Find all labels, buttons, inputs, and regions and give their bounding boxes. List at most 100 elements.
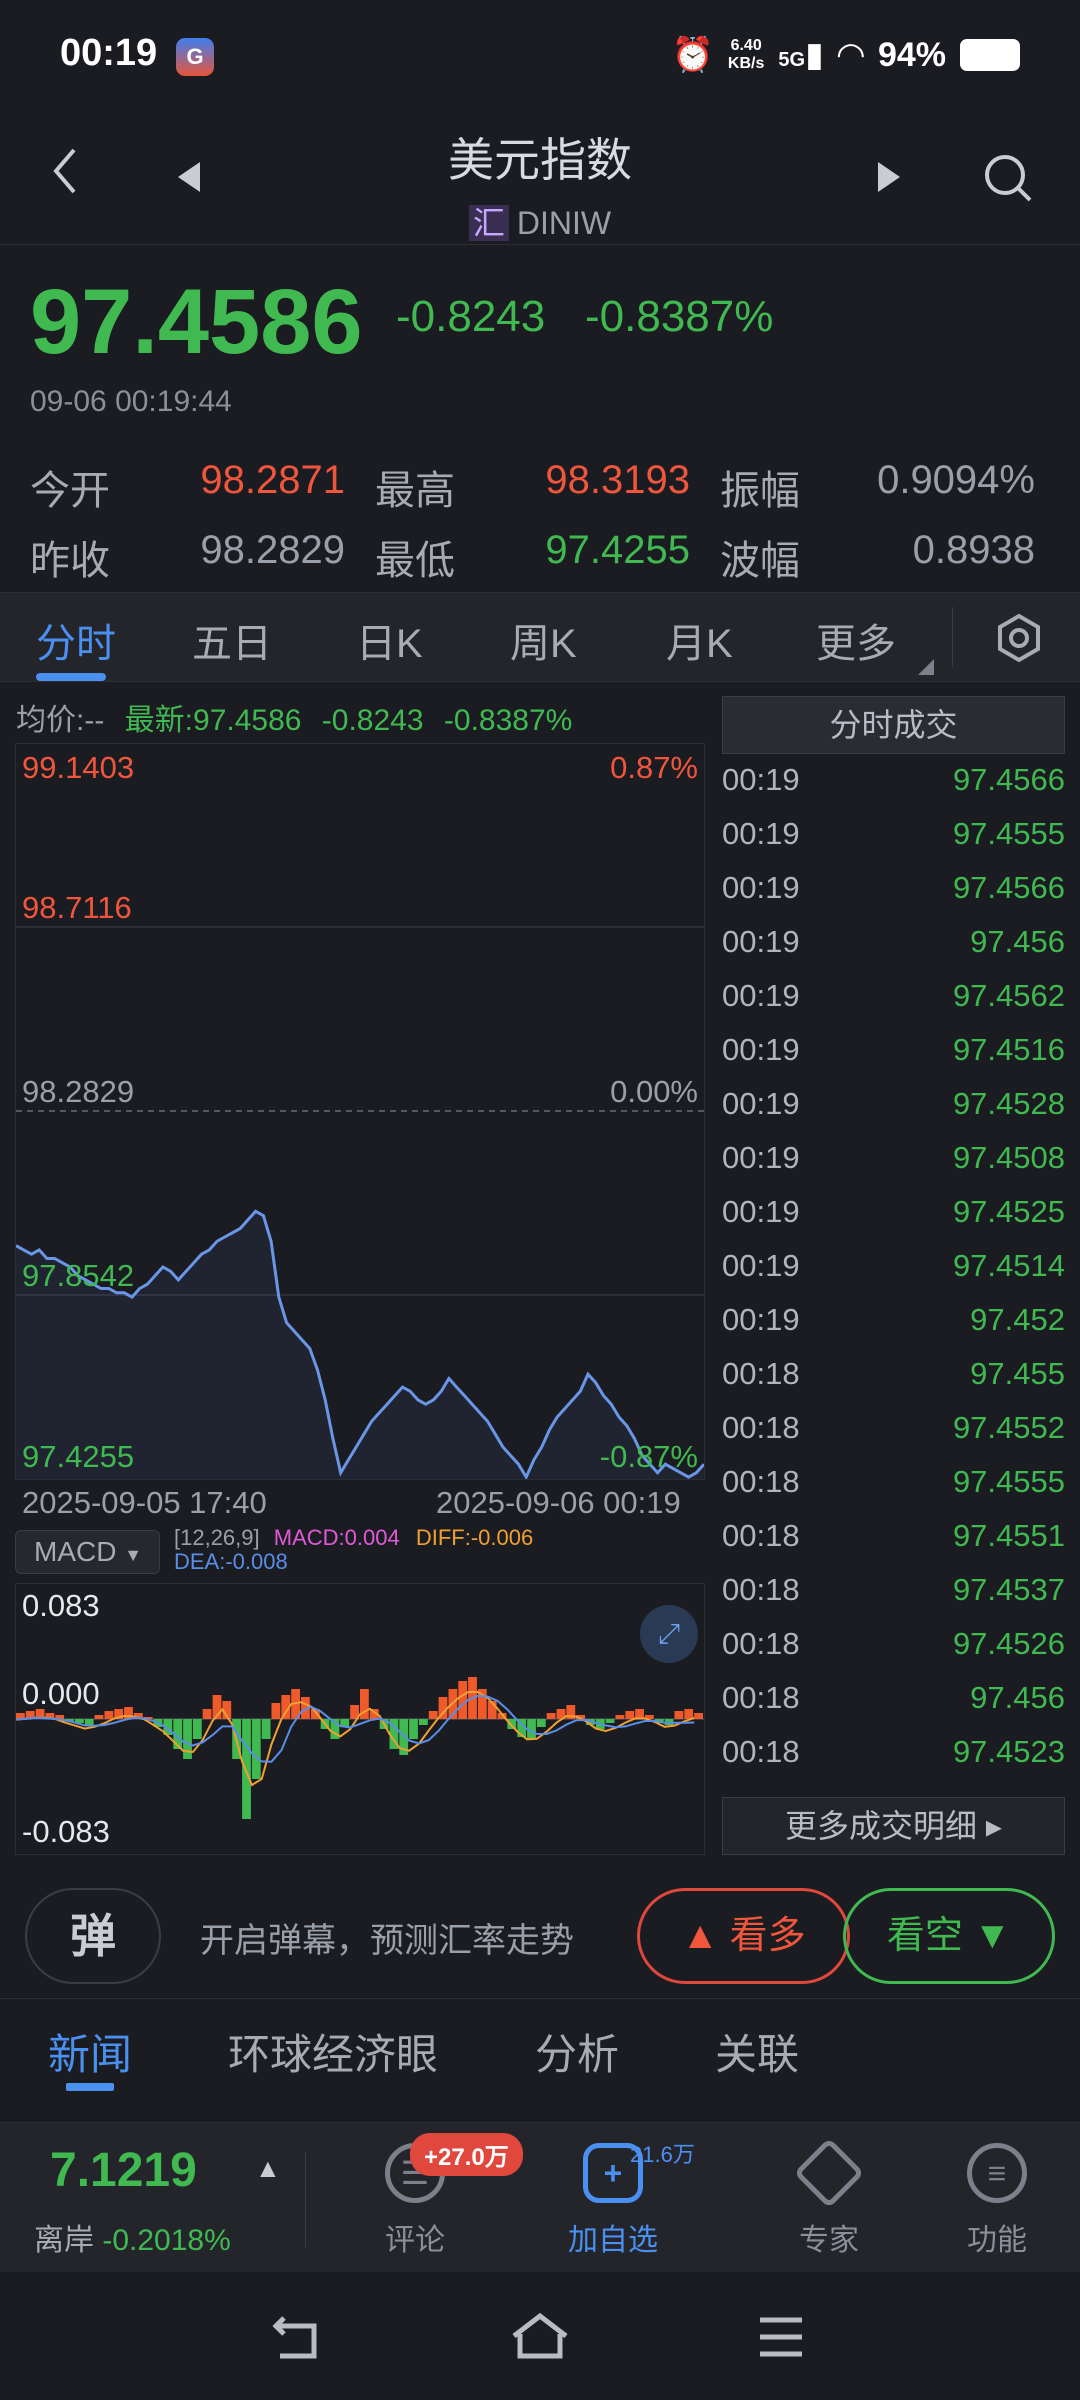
macd-params: [12,26,9]: [174, 1525, 260, 1550]
dea-value: DEA:-0.008: [174, 1549, 288, 1574]
stat-value-prev-close: 98.2829: [200, 528, 345, 572]
nav-function[interactable]: ≡ 功能: [922, 2143, 1072, 2259]
macd-bar: [536, 1719, 546, 1727]
macd-chart-svg: [16, 1677, 704, 1819]
net-speed: 6.40 KB/s: [727, 37, 765, 72]
expand-up-icon[interactable]: ▲: [255, 2153, 281, 2183]
back-icon[interactable]: [50, 146, 80, 207]
danmaku-prompt[interactable]: 开启弹幕，预测汇率走势: [200, 1922, 574, 1960]
bearish-button[interactable]: 看空 ▼: [843, 1888, 1055, 1984]
indicator-select[interactable]: MACD ▼: [15, 1530, 160, 1574]
trade-time: 00:18: [722, 1626, 800, 1661]
macd-bar: [566, 1705, 576, 1719]
y-tick-base-pct: 0.00%: [610, 1074, 698, 1109]
trade-price: 97.4516: [952, 1032, 1065, 1067]
danmaku-toggle-button[interactable]: 弹: [25, 1888, 161, 1984]
bullish-button[interactable]: ▲ 看多: [637, 1888, 850, 1984]
trade-row: 00:19 97.452: [722, 1302, 1065, 1356]
macd-bar: [75, 1719, 84, 1723]
active-news-tab-indicator: [66, 2083, 114, 2091]
trade-time: 00:19: [722, 1248, 800, 1283]
trade-price: 97.4562: [952, 978, 1065, 1013]
macd-bar: [183, 1719, 192, 1759]
trade-price: 97.455: [970, 1356, 1065, 1391]
trade-row: 00:19 97.4516: [722, 1032, 1065, 1086]
tab-intraday[interactable]: 分时: [36, 622, 116, 666]
tab-global-economy[interactable]: 环球经济眼: [228, 2031, 439, 2078]
macd-bar: [271, 1703, 281, 1719]
bottom-bar: 7.1219 ▲ 离岸 -0.2018% ☰ 评论 + 加自选 专家 ≡ 功能 …: [0, 2122, 1080, 2272]
tab-analysis[interactable]: 分析: [535, 2031, 620, 2078]
tab-divider: [952, 607, 953, 667]
diff-line: [16, 1691, 695, 1787]
macd-bar: [55, 1715, 65, 1719]
nav-add-favorite[interactable]: + 加自选: [538, 2143, 688, 2259]
trade-row: 00:18 97.4523: [722, 1734, 1065, 1788]
macd-bar: [261, 1719, 271, 1739]
trade-price: 97.4555: [952, 816, 1065, 851]
nav-expert[interactable]: 专家: [754, 2137, 904, 2259]
tab-related[interactable]: 关联: [715, 2031, 800, 2078]
tab-weekly-k[interactable]: 周K: [510, 622, 577, 666]
system-home-icon[interactable]: [510, 2312, 570, 2374]
system-back-icon[interactable]: [270, 2312, 326, 2374]
more-trades-button[interactable]: 更多成交明细 ▸: [722, 1797, 1065, 1855]
tab-five-day[interactable]: 五日: [192, 622, 272, 666]
expand-icon[interactable]: ⤢: [640, 1605, 698, 1663]
nav-comment-label: 评论: [385, 2224, 445, 2257]
nav-add-favorite-label: 加自选: [568, 2224, 658, 2257]
trade-row: 00:19 97.4555: [722, 816, 1065, 870]
y-tick-high-pct: 0.87%: [610, 750, 698, 785]
search-icon[interactable]: [982, 152, 1034, 209]
page-title: 美元指数: [448, 134, 632, 186]
trade-row: 00:19 97.4514: [722, 1248, 1065, 1302]
system-menu-icon[interactable]: [756, 2312, 806, 2374]
macd-bar: [546, 1713, 556, 1719]
y-tick-low: 97.4255: [22, 1439, 135, 1474]
macd-chart[interactable]: 0.083 0.000 -0.083: [15, 1583, 705, 1855]
news-tabs: 新闻 环球经济眼 分析 关联: [0, 1998, 1080, 2094]
macd-bar: [409, 1719, 418, 1739]
macd-bar: [428, 1711, 438, 1719]
macd-bar: [310, 1709, 320, 1719]
macd-bar: [487, 1701, 497, 1719]
x-end-label: 2025-09-06 00:19: [436, 1485, 681, 1520]
next-item-icon[interactable]: [876, 160, 902, 199]
trade-price: 97.4525: [952, 1194, 1065, 1229]
macd-bar: [143, 1717, 153, 1719]
price-change-pct: -0.8387%: [585, 292, 774, 341]
battery-text: 94%: [877, 35, 946, 74]
trade-row: 00:19 97.4528: [722, 1086, 1065, 1140]
trade-time: 00:18: [722, 1680, 800, 1715]
stat-label-high: 最高: [375, 469, 455, 513]
trade-row: 00:18 97.4555: [722, 1464, 1065, 1518]
macd-info: [12,26,9] MACD:0.004 DIFF:-0.006 DEA:-0.…: [174, 1526, 533, 1574]
intraday-chart-svg: [16, 926, 704, 1479]
macd-bar: [556, 1709, 566, 1719]
macd-bar: [163, 1719, 173, 1735]
tab-news[interactable]: 新闻: [48, 2031, 133, 2078]
trade-time: 00:18: [722, 1464, 800, 1499]
app-badge-icon: G: [176, 38, 214, 76]
macd-bar: [212, 1695, 222, 1719]
trade-time: 00:19: [722, 1302, 800, 1337]
macd-bar: [438, 1697, 448, 1719]
tab-monthly-k[interactable]: 月K: [666, 622, 733, 666]
macd-bar: [458, 1681, 468, 1719]
trade-time: 00:18: [722, 1356, 800, 1391]
macd-bar: [192, 1719, 202, 1739]
tab-daily-k[interactable]: 日K: [356, 622, 423, 666]
tab-more[interactable]: 更多: [816, 622, 896, 666]
macd-bar: [389, 1719, 399, 1749]
macd-bar: [527, 1719, 536, 1739]
prev-item-icon[interactable]: [176, 160, 202, 199]
chart-period-tabs: 分时 五日 日K 周K 月K 更多: [0, 592, 1080, 682]
offshore-price[interactable]: 7.1219: [50, 2144, 197, 2197]
macd-bar: [281, 1695, 291, 1719]
macd-bar: [635, 1709, 644, 1719]
latest-price-label: 最新:97.4586: [124, 704, 302, 737]
system-navigation-bar: [0, 2272, 1080, 2400]
intraday-chart[interactable]: 99.1403 0.87% 98.7116 98.2829 0.00% 97.8…: [15, 743, 705, 1480]
stat-value-low: 97.4255: [545, 528, 690, 572]
settings-icon[interactable]: [994, 613, 1044, 668]
